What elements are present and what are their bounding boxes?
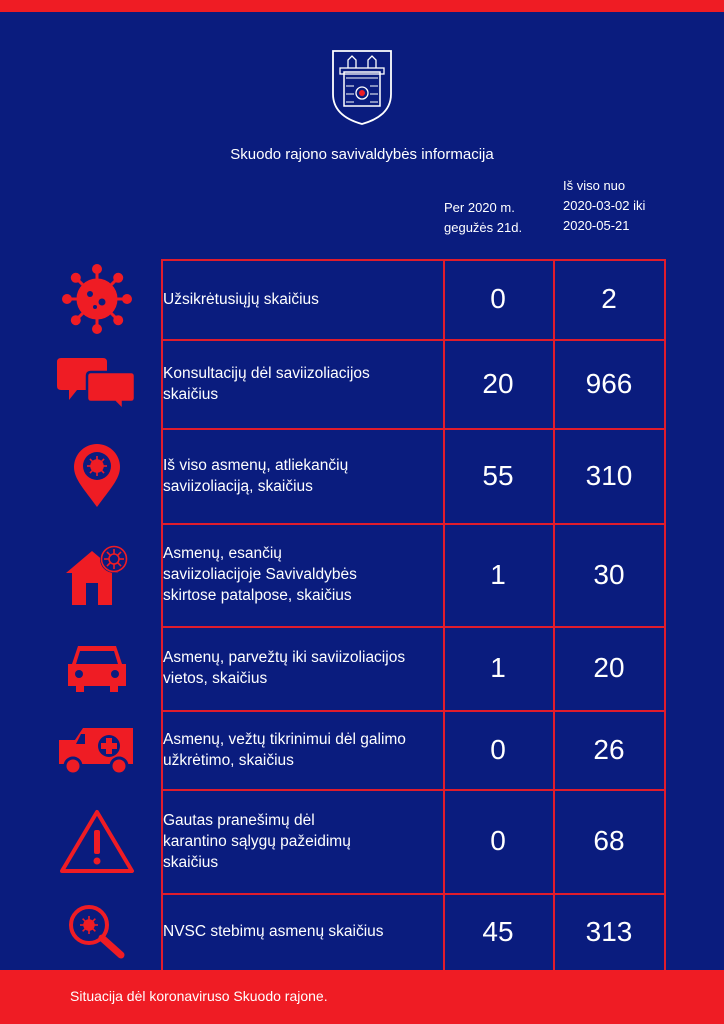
total-value: 310	[585, 459, 633, 491]
total-value: 313	[585, 915, 633, 947]
period-value: 1	[490, 652, 506, 683]
magnifier-virus-icon	[52, 893, 142, 970]
row-label-text: NVSC stebimų asmenų skaičius	[163, 921, 384, 942]
column-divider-left	[161, 259, 163, 970]
row-label-line: Asmenų, vežtų tikrinimui dėl galimo	[163, 730, 406, 748]
row-label-text: Užsikrėtusiųjų skaičius	[163, 289, 319, 310]
row-label: Iš viso asmenų, atliekančių saviizoliacij…	[163, 428, 433, 523]
row-label-line: Gautas pranešimų dėl	[163, 811, 315, 829]
row-label: Užsikrėtusiųjų skaičius	[163, 259, 433, 339]
row-label-line: karantino sąlygų pažeidimų	[163, 832, 351, 850]
ambulance-icon	[52, 710, 142, 789]
row-label-line: skaičius	[163, 853, 219, 871]
row-label-text: Asmenų, parvežtų iki saviizoliacijos viet…	[163, 647, 405, 689]
row-label: Asmenų, esančių saviizoliacijoje Savivald…	[163, 523, 433, 626]
row-label-text: Asmenų, esančių saviizoliacijoje Savivald…	[163, 543, 357, 606]
row-divider	[161, 259, 666, 261]
footer-text: Situacija dėl koronaviruso Skuodo rajone…	[70, 988, 328, 1004]
row-divider	[161, 339, 666, 341]
total-value: 68	[593, 825, 625, 856]
column-header-line: gegužės 21d.	[444, 220, 523, 235]
column-divider-right	[664, 259, 666, 970]
period-value: 55	[482, 459, 514, 491]
warning-icon	[52, 789, 142, 893]
column-divider-mid1	[443, 259, 445, 970]
column-header-line: 2020-03-02 iki	[563, 198, 646, 213]
period-value: 20	[482, 367, 514, 399]
row-label-line: Konsultacijų dėl saviizoliacijos	[163, 364, 370, 382]
row-label-line: saviizoliaciją, skaičius	[163, 477, 313, 495]
row-divider	[161, 893, 666, 895]
row-label-line: Asmenų, esančių	[163, 545, 282, 562]
page-title: Skuodo rajono savivaldybės informacija	[230, 146, 494, 163]
column-header-period: Per 2020 m. gegužės 21d.	[444, 198, 549, 238]
row-label-line: NVSC stebimų asmenų skaičius	[163, 923, 384, 940]
row-label-line: skirtose patalpose, skaičius	[163, 587, 352, 604]
column-divider-mid2	[553, 259, 555, 970]
row-label: Konsultacijų dėl saviizoliacijos skaičius	[163, 339, 433, 428]
row-label: Asmenų, parvežtų iki saviizoliacijos viet…	[163, 626, 433, 710]
row-label: Gautas pranešimų dėl karantino sąlygų paž…	[163, 789, 433, 893]
column-header-line: Per 2020 m.	[444, 200, 515, 215]
column-header-line: Iš viso nuo	[563, 178, 626, 193]
row-divider	[161, 789, 666, 791]
row-label-line: Iš viso asmenų, atliekančių	[163, 456, 349, 474]
column-header-line: 2020-05-21	[563, 218, 630, 233]
total-value: 26	[593, 733, 625, 765]
row-label-text: Asmenų, vežtų tikrinimui dėl galimo užkrė…	[163, 729, 406, 771]
row-label-line: vietos, skaičius	[163, 670, 268, 687]
top-accent-bar	[0, 0, 724, 12]
row-divider	[161, 626, 666, 628]
coat-of-arms-icon	[332, 50, 392, 125]
location-pin-virus-icon	[52, 428, 142, 523]
row-label: Asmenų, vežtų tikrinimui dėl galimo užkrė…	[163, 710, 433, 789]
row-label-line: saviizoliacijoje Savivaldybės	[163, 566, 357, 583]
period-value: 0	[490, 733, 506, 765]
row-label-line: Užsikrėtusiųjų skaičius	[163, 290, 319, 308]
row-divider	[161, 523, 666, 525]
period-value: 45	[482, 915, 514, 947]
row-label-line: užkrėtimo, skaičius	[163, 751, 294, 769]
row-divider	[161, 710, 666, 712]
row-label-line: skaičius	[163, 385, 219, 403]
total-value: 30	[593, 558, 625, 590]
column-header-total: Iš viso nuo 2020-03-02 iki 2020-05-21	[563, 176, 673, 236]
period-value: 1	[490, 558, 506, 590]
period-value: 0	[490, 825, 506, 856]
bottom-accent-bar	[0, 970, 724, 1024]
row-label-text: Iš viso asmenų, atliekančių saviizoliacij…	[163, 455, 348, 497]
row-label: NVSC stebimų asmenų skaičius	[163, 893, 433, 970]
house-virus-icon	[52, 523, 142, 626]
row-divider	[161, 428, 666, 430]
row-label-text: Gautas pranešimų dėl karantino sąlygų paž…	[163, 810, 351, 873]
period-value: 0	[490, 283, 506, 314]
total-value: 2	[601, 283, 617, 314]
chat-bubbles-icon	[52, 339, 142, 428]
total-value: 966	[585, 367, 633, 399]
total-value: 20	[593, 652, 625, 683]
virus-icon	[52, 259, 142, 339]
row-label-line: Asmenų, parvežtų iki saviizoliacijos	[163, 649, 406, 666]
row-label-text: Konsultacijų dėl saviizoliacijos skaičius	[163, 363, 370, 405]
car-icon	[52, 626, 142, 710]
